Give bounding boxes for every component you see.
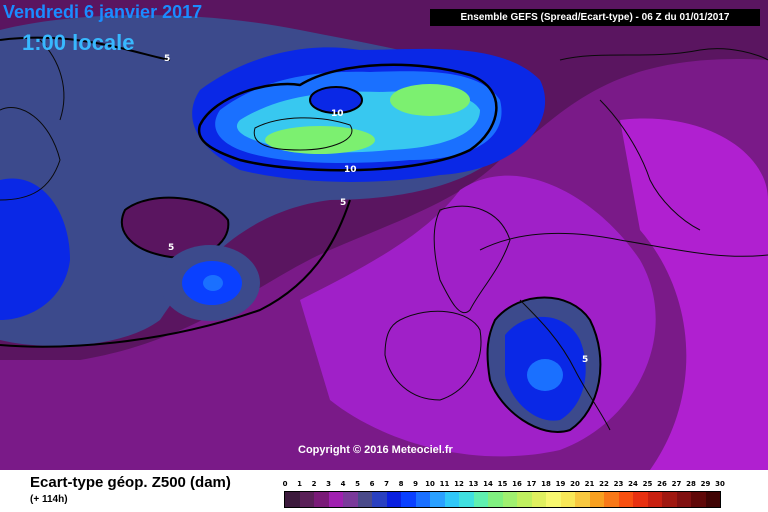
scale-swatch: [328, 492, 343, 507]
contour-label: 5: [164, 54, 171, 64]
scale-tick-label: 30: [715, 480, 725, 488]
scale-swatch: [589, 492, 604, 507]
contour-5-atlantic: [0, 199, 351, 348]
scale-swatch: [633, 492, 648, 507]
blue-blob-atlantic-core: [203, 275, 223, 291]
land-outlines: [0, 39, 768, 431]
scale-tick-label: 28: [686, 480, 696, 488]
scale-swatch: [604, 492, 619, 507]
scale-tick-label: 18: [541, 480, 551, 488]
scale-tick-label: 25: [642, 480, 653, 488]
scale-swatch: [546, 492, 561, 507]
scale-swatch: [459, 492, 474, 507]
contour-label: 5: [582, 355, 589, 365]
scale-tick-label: 23: [613, 480, 624, 488]
contour-label: 5: [168, 243, 175, 253]
scale-tick-label: 20: [570, 480, 580, 488]
copyright-text: Copyright © 2016 Meteociel.fr: [298, 444, 453, 456]
scale-tick-label: 5: [355, 480, 360, 488]
scale-tick-label: 11: [439, 480, 450, 488]
scale-swatch: [299, 492, 314, 507]
scale-tick-label: 9: [413, 480, 418, 488]
scale-tick-label: 29: [700, 480, 711, 488]
scale-tick-label: 27: [671, 480, 682, 488]
scale-tick-label: 24: [628, 480, 638, 488]
contour-5-north: [0, 36, 171, 61]
scale-tick-label: 14: [483, 480, 493, 488]
scale-swatch: [517, 492, 532, 507]
scale-swatch: [285, 492, 300, 507]
scale-swatch: [473, 492, 488, 507]
map-canvas: [0, 0, 768, 470]
scale-swatch: [676, 492, 691, 507]
blue-region-west: [0, 178, 70, 320]
scale-swatch: [357, 492, 372, 507]
run-info-banner: Ensemble GEFS (Spread/Ecart-type) - 06 Z…: [430, 9, 760, 26]
scale-tick-label: 10: [425, 480, 435, 488]
scale-tick-label: 12: [454, 480, 464, 488]
scale-tick-label: 7: [384, 480, 389, 488]
scale-tick-label: 0: [282, 480, 288, 488]
contour-10-core: [309, 86, 363, 114]
green-core-west: [265, 126, 375, 154]
scale-swatch: [575, 492, 590, 507]
magenta-east: [620, 118, 768, 470]
scale-tick-label: 2: [311, 480, 317, 488]
scale-swatch: [488, 492, 503, 507]
scale-swatch: [647, 492, 662, 507]
lead-time: (+ 114h): [30, 494, 68, 505]
scale-swatch: [343, 492, 358, 507]
scale-swatch: [560, 492, 575, 507]
blue-core-north: [310, 87, 362, 113]
contour-10-iceland: [197, 63, 498, 172]
scale-tick-label: 26: [657, 480, 667, 488]
scale-swatch: [705, 492, 720, 507]
scale-swatch: [502, 492, 517, 507]
lightblue-core-mediterranean: [527, 359, 563, 391]
scale-swatch: [691, 492, 706, 507]
scale-tick-label: 15: [497, 480, 508, 488]
scale-swatch: [314, 492, 329, 507]
forecast-date: Vendredi 6 janvier 2017: [3, 2, 203, 22]
scale-swatch: [444, 492, 459, 507]
green-core-east: [390, 84, 470, 116]
scale-tick-label: 22: [599, 480, 609, 488]
scale-tick-label: 3: [326, 480, 331, 488]
scale-swatch: [386, 492, 401, 507]
scale-tick-label: 4: [340, 480, 346, 488]
forecast-time: 1:00 locale: [22, 30, 135, 55]
scale-swatch: [415, 492, 430, 507]
scale-tick-label: 17: [526, 480, 537, 488]
scale-tick-label: 13: [468, 480, 479, 488]
scale-tick-label: 6: [369, 480, 375, 488]
scale-bar: [284, 491, 721, 508]
contour-label: 5: [340, 198, 347, 208]
scale-tick-label: 21: [584, 480, 595, 488]
scale-swatch: [531, 492, 546, 507]
scale-swatch: [662, 492, 677, 507]
contour-label: 10: [331, 109, 344, 119]
scale-swatch: [618, 492, 633, 507]
scale-swatch: [372, 492, 387, 507]
color-scale: 0 1 2 3 4 5 6 7 8 9 10 11 12 13 14 15 16 17 18 19 20 21 22 23 24…: [283, 480, 750, 510]
scale-swatch: [401, 492, 416, 507]
scale-tick-label: 16: [512, 480, 522, 488]
scale-tick-label: 8: [398, 480, 404, 488]
scale-tick-label: 19: [555, 480, 566, 488]
contour-label: 10: [344, 165, 357, 175]
scale-ticks: 0 1 2 3 4 5 6 7 8 9 10 11 12 13 14 15 16 17 18 19 20 21 22 23 24…: [283, 480, 750, 490]
legend-title: Ecart-type géop. Z500 (dam): [30, 474, 231, 491]
low-pocket-atlantic: [120, 196, 230, 259]
scale-tick-label: 1: [297, 480, 302, 488]
scale-swatch: [430, 492, 445, 507]
